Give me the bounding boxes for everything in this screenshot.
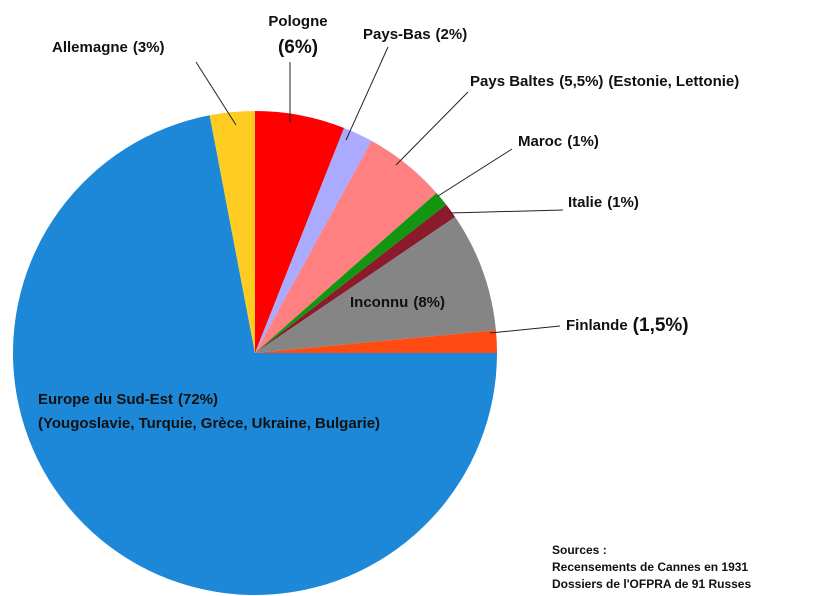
leader-line — [437, 148, 513, 197]
slice-label: Finlande (1,5%) — [566, 315, 689, 336]
category-name: Inconnu — [350, 294, 408, 311]
value-label: (3%) — [133, 39, 165, 56]
source-line: Dossiers de l'OFPRA de 91 Russes — [552, 577, 751, 591]
slice-label: Inconnu (8%) — [350, 294, 445, 311]
source-line: Recensements de Cannes en 1931 — [552, 560, 748, 574]
slice-label: Allemagne (3%) — [52, 39, 165, 56]
value-label: (1,5%) — [633, 315, 689, 336]
leader-line — [345, 46, 389, 141]
value-label: (2%) — [436, 26, 468, 43]
pie-slice — [255, 204, 456, 353]
pie-slice — [255, 140, 437, 353]
category-name: Europe du Sud-Est — [38, 391, 173, 408]
value-label: (6%) — [278, 37, 318, 58]
category-name: Maroc — [518, 133, 562, 150]
category-detail: (Yougoslavie, Turquie, Grèce, Ukraine, B… — [38, 415, 380, 432]
category-name: Italie — [568, 194, 602, 211]
source-line: Sources : — [552, 543, 607, 557]
pie-slice — [255, 216, 496, 353]
category-name: Pays Baltes — [470, 73, 554, 90]
value-label: (1%) — [567, 133, 599, 150]
slice-label: Italie (1%) — [568, 194, 639, 211]
value-label: (5,5%) — [559, 73, 603, 90]
value-label: (1%) — [607, 194, 639, 211]
pie-slice — [255, 192, 447, 353]
pie-slice — [255, 330, 497, 353]
category-name: Finlande — [566, 317, 628, 334]
slice-label: Pays Baltes (5,5%) (Estonie, Lettonie) — [470, 73, 739, 90]
category-name: Pologne — [268, 13, 327, 30]
pie-slice — [209, 111, 255, 353]
leader-line — [195, 61, 237, 126]
category-name: Pays-Bas — [363, 26, 431, 43]
category-name: Allemagne — [52, 39, 128, 56]
category-detail: (Estonie, Lettonie) — [608, 73, 739, 90]
value-label: (8%) — [413, 294, 445, 311]
slice-label: Pays-Bas (2%) — [363, 26, 467, 43]
leader-line — [449, 209, 564, 214]
leader-line — [395, 91, 469, 166]
value-label: (72%) — [178, 391, 218, 408]
slice-label: Pologne (6%) — [268, 13, 327, 58]
pie-slice — [12, 115, 498, 596]
slice-label: Maroc (1%) — [518, 133, 599, 150]
pie-slice — [255, 111, 345, 353]
slice-label: Europe du Sud-Est (72%) — [38, 391, 218, 408]
leader-line — [489, 325, 561, 334]
pie-slice — [255, 127, 372, 354]
